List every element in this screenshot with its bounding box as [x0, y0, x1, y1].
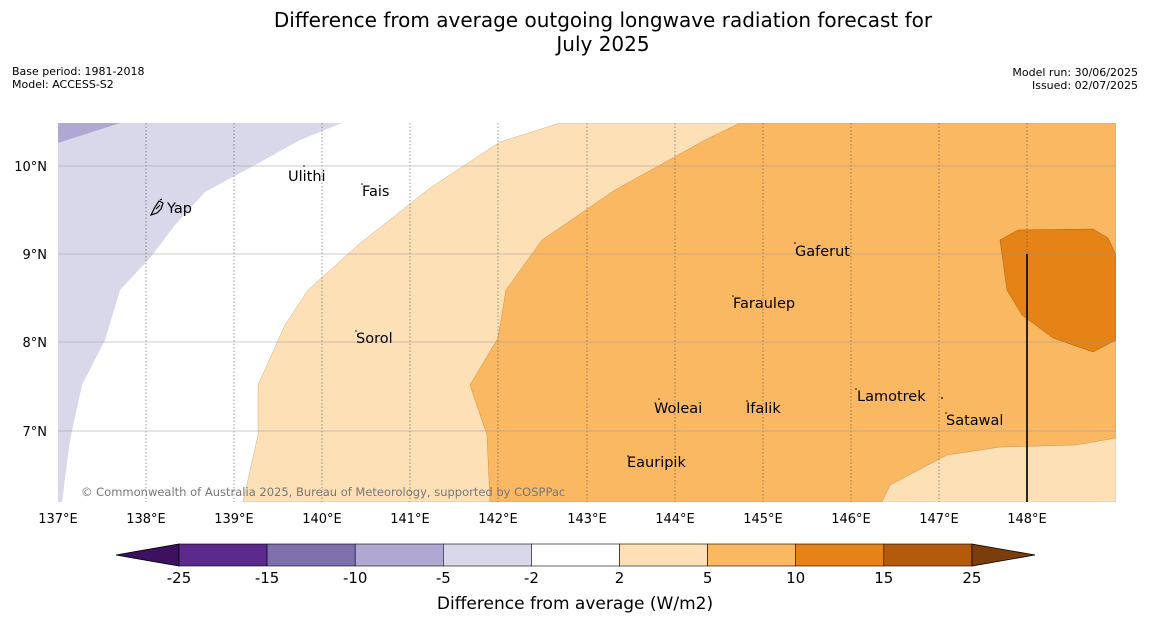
place-label-yap: Yap: [166, 201, 192, 217]
colorbar-segment: [442, 543, 532, 567]
place-labels: Yap Ulithi Fais Gaferut Faraulep Sorol Woleai I…: [166, 165, 1003, 471]
colorbar-tick-label: -10: [343, 569, 368, 587]
colorbar-tick-label: -15: [255, 569, 280, 587]
latitude-label: 10°N: [14, 160, 47, 175]
island-dot-woleai: [658, 398, 660, 400]
meta-left: Base period: 1981-2018 Model: ACCESS-S2: [12, 65, 144, 91]
map-gridlines: [58, 123, 1116, 502]
longitude-label: 143°E: [567, 512, 607, 527]
colorbar-tick-label: 10: [786, 569, 805, 587]
place-label-lamotrek: Lamotrek: [857, 389, 926, 405]
island-dot-lamotrek: [855, 388, 857, 390]
colorbar-tick-label: 5: [703, 569, 713, 587]
longitude-label: 137°E: [38, 512, 78, 527]
place-label-woleai: Woleai: [654, 401, 702, 417]
colorbar-tick-label: 2: [615, 569, 625, 587]
anomaly-region-darkorange: [999, 228, 1116, 353]
model-text: Model: ACCESS-S2: [12, 78, 114, 91]
place-label-sorol: Sorol: [356, 331, 393, 347]
island-dot-ifalik: [746, 400, 748, 402]
place-label-fais: Fais: [362, 184, 389, 200]
place-label-satawal: Satawal: [946, 413, 1003, 429]
island-dot-satawal: [945, 412, 947, 414]
longitude-label: 142°E: [478, 512, 518, 527]
island-dot-sorol: [355, 330, 357, 332]
yap-island-icon: [149, 198, 164, 217]
colorbar-segment: [883, 543, 973, 567]
place-label-ulithi: Ulithi: [288, 169, 326, 185]
anomaly-region-purple: [58, 123, 120, 143]
colorbar-min-extension: [115, 543, 180, 567]
anomaly-region-lightpurple: [58, 123, 342, 502]
place-label-gaferut: Gaferut: [795, 244, 850, 260]
longitude-label: 139°E: [214, 512, 254, 527]
place-label-eauripik: Eauripik: [627, 455, 686, 471]
longitude-labels: 137°E 138°E 139°E 140°E 141°E 142°E 143°E 144°E…: [38, 512, 1047, 527]
colorbar-segment: [354, 543, 444, 567]
colorbar-tick-label: -5: [436, 569, 451, 587]
island-dot-eauripik: [627, 455, 629, 457]
issued-text: Issued: 02/07/2025: [1031, 79, 1138, 92]
colorbar-label: Difference from average (W/m2): [436, 594, 714, 614]
longitude-label: 144°E: [655, 512, 695, 527]
island-dot-faraulep: [732, 295, 734, 297]
model-run-text: Model run: 30/06/2025: [1012, 66, 1138, 79]
colorbar-segment: [266, 543, 356, 567]
latitude-labels: 10°N 9°N 8°N 7°N: [14, 160, 47, 440]
colorbar-tick-label: -2: [524, 569, 539, 587]
colorbar-segment: [795, 543, 885, 567]
latitude-label: 7°N: [23, 425, 48, 440]
longitude-label: 146°E: [831, 512, 871, 527]
colorbar-segment: [178, 543, 268, 567]
latitude-label: 8°N: [23, 336, 48, 351]
colorbar-tick-label: 15: [874, 569, 893, 587]
longitude-label: 145°E: [743, 512, 783, 527]
map-title: Difference from average outgoing longwav…: [0, 8, 1150, 56]
latitude-label: 9°N: [23, 248, 48, 263]
colorbar-segment: [619, 543, 708, 567]
island-dot: [941, 397, 943, 399]
place-label-ifalik: Ifalik: [746, 401, 781, 417]
longitude-label: 148°E: [1007, 512, 1047, 527]
island-dot-ulithi: [303, 165, 305, 167]
colorbar-segment: [707, 543, 796, 567]
copyright-text: © Commonwealth of Australia 2025, Bureau…: [81, 485, 565, 499]
base-period-text: Base period: 1981-2018: [12, 65, 145, 78]
colorbar-tick-labels: -25 -15 -10 -5 -2 2 5 10 15 25: [167, 569, 982, 587]
colorbar-segment: [531, 543, 620, 567]
meta-right: Model run: 30/06/2025 Issued: 02/07/2025: [1012, 66, 1138, 92]
colorbar-tick-label: -25: [167, 569, 192, 587]
longitude-label: 147°E: [919, 512, 959, 527]
longitude-label: 140°E: [302, 512, 342, 527]
colorbar-tick-label: 25: [962, 569, 981, 587]
title-line-1: Difference from average outgoing longwav…: [273, 8, 933, 32]
island-dot-fais: [361, 183, 363, 185]
longitude-label: 141°E: [390, 512, 430, 527]
anomaly-region-orange: [469, 123, 1116, 502]
place-label-faraulep: Faraulep: [733, 296, 795, 312]
island-dot-gaferut: [794, 242, 796, 244]
longitude-label: 138°E: [126, 512, 166, 527]
title-line-2: July 2025: [556, 32, 650, 56]
colorbar: [115, 543, 1036, 567]
colorbar-max-extension: [971, 543, 1036, 567]
